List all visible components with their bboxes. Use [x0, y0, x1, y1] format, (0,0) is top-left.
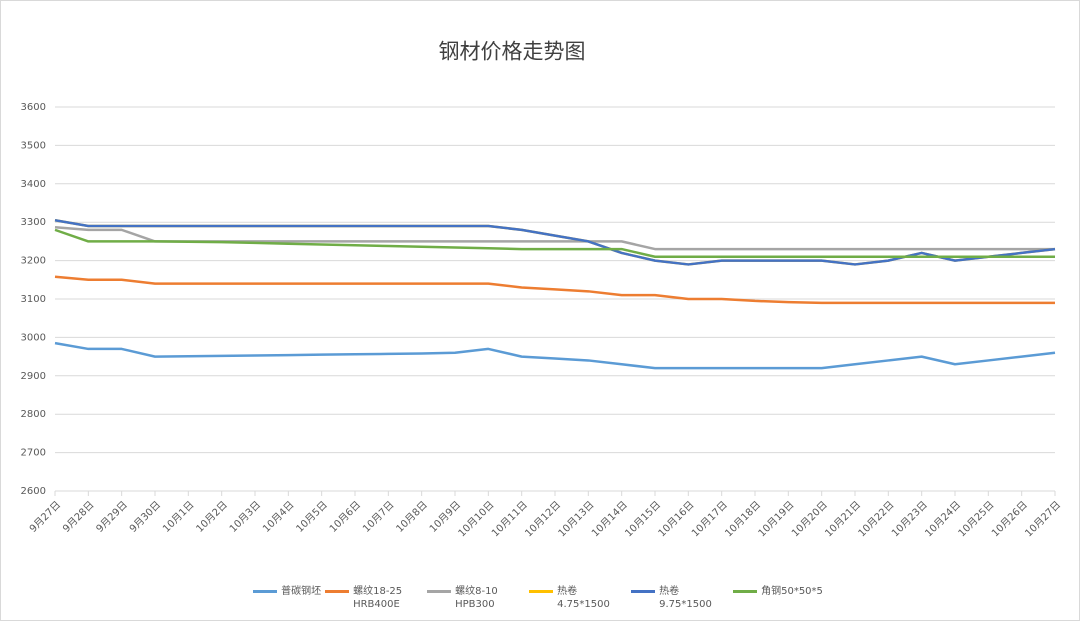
line-series — [54, 341, 1056, 370]
y-tick-label: 2800 — [21, 409, 46, 420]
line-series — [54, 228, 1055, 259]
y-tick-label: 2900 — [21, 371, 46, 382]
legend-item: 热卷4.75*1500 — [529, 585, 627, 611]
legend-item: 角钢50*50*5 — [733, 585, 823, 611]
x-tick-label: 10月3日 — [227, 499, 263, 535]
legend-item: 热卷9.75*1500 — [631, 585, 729, 611]
legend-label: 螺纹8-10 HPB300 — [455, 586, 498, 610]
line-series — [54, 275, 1055, 305]
legend-label: 热卷9.75*1500 — [659, 586, 712, 610]
legend-label: 普碳钢坯 — [281, 586, 322, 597]
x-tick-label: 9月30日 — [127, 499, 163, 535]
y-tick-label: 3200 — [21, 256, 46, 267]
x-tick-label: 9月27日 — [27, 499, 63, 535]
chart-title: 钢材价格走势图 — [439, 40, 586, 64]
y-tick-label: 3400 — [21, 179, 46, 190]
legend-swatch — [325, 590, 350, 593]
x-tick-label: 10月1日 — [160, 499, 196, 535]
legend-label: 热卷4.75*1500 — [557, 586, 610, 610]
x-tick-label: 10月27日 — [1023, 499, 1064, 540]
x-tick-label: 10月2日 — [194, 499, 230, 535]
x-tick-label: 10月5日 — [294, 499, 330, 535]
legend: 普碳钢坯 螺纹18-25 HRB400E 螺纹8-10 HPB300 热卷4.75*1… — [0, 585, 1080, 611]
legend-item: 螺纹18-25 HRB400E — [325, 585, 423, 611]
y-tick-label: 3100 — [21, 294, 46, 305]
line-series — [54, 219, 1056, 266]
legend-label: 螺纹18-25 HRB400E — [353, 586, 403, 610]
y-tick-label: 3000 — [21, 332, 46, 343]
legend-swatch — [427, 590, 452, 593]
y-tick-label: 2600 — [21, 486, 46, 497]
x-tick-label: 10月7日 — [360, 499, 396, 535]
x-tick-label: 10月6日 — [327, 499, 363, 535]
legend-swatch — [529, 590, 554, 593]
y-tick-label: 2700 — [21, 448, 46, 459]
y-tick-label: 3300 — [21, 217, 46, 228]
legend-swatch — [253, 590, 278, 593]
line-series — [54, 225, 1055, 251]
y-tick-label: 3500 — [21, 140, 46, 151]
x-tick-label: 10月8日 — [394, 499, 430, 535]
x-tick-label: 9月29日 — [94, 499, 130, 535]
legend-item: 螺纹8-10 HPB300 — [427, 585, 525, 611]
x-tick-label: 10月4日 — [260, 499, 296, 535]
legend-label: 角钢50*50*5 — [761, 586, 823, 597]
legend-swatch — [733, 590, 758, 593]
x-tick-label: 9月28日 — [60, 499, 96, 535]
legend-item: 普碳钢坯 — [253, 585, 321, 611]
legend-swatch — [631, 590, 656, 593]
y-tick-label: 3600 — [21, 102, 46, 113]
